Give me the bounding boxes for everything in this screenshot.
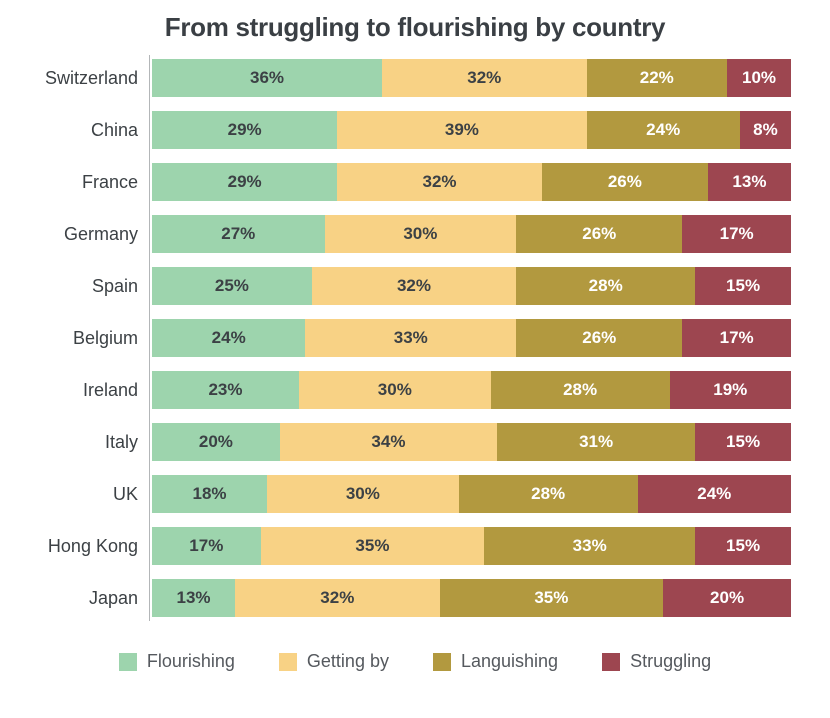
bar-segment-struggling: 8%: [739, 111, 791, 149]
legend-label: Getting by: [306, 651, 389, 671]
bar-stack: 29% 32% 26% 13%: [152, 163, 791, 201]
bar-segment-languishing: 28%: [458, 475, 638, 513]
chart-row: Hong Kong 17% 35% 33% 15%: [0, 520, 830, 572]
country-label: Spain: [91, 275, 138, 296]
country-label: Ireland: [82, 379, 138, 400]
bar-stack: 36% 32% 22% 10%: [152, 59, 791, 97]
bar-stack: 25% 32% 28% 15%: [152, 267, 791, 305]
bar-stack: 13% 32% 35% 20%: [152, 579, 791, 617]
bar-segment-languishing: 35%: [439, 579, 664, 617]
legend-label: Flourishing: [146, 651, 235, 671]
bar-stack: 18% 30% 28% 24%: [152, 475, 791, 513]
legend-label: Languishing: [460, 651, 559, 671]
bar-segment-flourishing: 25%: [152, 267, 312, 305]
bar-segment-getting-by: 30%: [298, 371, 491, 409]
bar-segment-struggling: 24%: [637, 475, 791, 513]
bar-segment-flourishing: 29%: [152, 163, 338, 201]
bar-stack: 23% 30% 28% 19%: [152, 371, 791, 409]
bar-segment-languishing: 28%: [516, 267, 696, 305]
bar-segment-getting-by: 32%: [311, 267, 517, 305]
chart-row: Belgium 24% 33% 26% 17%: [0, 312, 830, 364]
legend-swatch-icon: [602, 652, 621, 671]
plot-rows: Switzerland 36% 32% 22% 10% China 29% 39% 24% 8% F…: [0, 52, 830, 624]
bar-segment-languishing: 31%: [497, 423, 696, 461]
bar-segment-getting-by: 30%: [267, 475, 459, 513]
country-label: China: [90, 119, 138, 140]
legend-item-getting-by: Getting by: [278, 651, 389, 672]
legend-item-struggling: Struggling: [602, 651, 711, 672]
bar-segment-getting-by: 32%: [382, 59, 587, 97]
y-axis-line: [149, 55, 150, 621]
chart-row: Japan 13% 32% 35% 20%: [0, 572, 830, 624]
bar-stack: 20% 34% 31% 15%: [152, 423, 791, 461]
bar-stack: 27% 30% 26% 17%: [152, 215, 791, 253]
chart-title: From struggling to flourishing by countr…: [164, 12, 666, 42]
bar-segment-languishing: 26%: [541, 163, 708, 201]
chart-row: UK 18% 30% 28% 24%: [0, 468, 830, 520]
bar-segment-flourishing: 17%: [152, 527, 261, 565]
bar-stack: 24% 33% 26% 17%: [152, 319, 791, 357]
plot-area: Switzerland 36% 32% 22% 10% China 29% 39% 24% 8% F…: [0, 52, 830, 624]
legend-swatch-icon: [432, 652, 451, 671]
bar-segment-struggling: 17%: [682, 215, 791, 253]
bar-segment-flourishing: 27%: [152, 215, 325, 253]
bar-segment-languishing: 26%: [516, 319, 683, 357]
chart-row: France 29% 32% 26% 13%: [0, 156, 830, 208]
bar-segment-struggling: 13%: [707, 163, 791, 201]
bar-segment-struggling: 17%: [682, 319, 791, 357]
country-label: Switzerland: [44, 67, 138, 88]
country-label: Italy: [104, 431, 138, 452]
bar-segment-flourishing: 23%: [152, 371, 299, 409]
bar-segment-flourishing: 36%: [152, 59, 383, 97]
country-label: Japan: [88, 587, 138, 608]
bar-stack: 29% 39% 24% 8%: [152, 111, 791, 149]
country-label: UK: [112, 483, 138, 504]
bar-segment-flourishing: 24%: [152, 319, 306, 357]
country-label: Hong Kong: [47, 535, 138, 556]
chart-row: Germany 27% 30% 26% 17%: [0, 208, 830, 260]
bar-segment-languishing: 26%: [516, 215, 683, 253]
legend-label: Struggling: [630, 651, 712, 671]
bar-segment-struggling: 15%: [695, 267, 791, 305]
bar-segment-languishing: 24%: [586, 111, 740, 149]
bar-stack: 17% 35% 33% 15%: [152, 527, 791, 565]
bar-segment-getting-by: 30%: [324, 215, 517, 253]
bar-segment-struggling: 10%: [727, 59, 791, 97]
bar-segment-struggling: 15%: [695, 527, 791, 565]
chart-row: Ireland 23% 30% 28% 19%: [0, 364, 830, 416]
bar-segment-getting-by: 32%: [235, 579, 440, 617]
bar-segment-getting-by: 34%: [279, 423, 498, 461]
country-label: France: [81, 171, 138, 192]
legend-item-flourishing: Flourishing: [118, 651, 235, 672]
bar-segment-getting-by: 32%: [337, 163, 542, 201]
bar-segment-getting-by: 39%: [337, 111, 587, 149]
chart-row: Spain 25% 32% 28% 15%: [0, 260, 830, 312]
chart-row: China 29% 39% 24% 8%: [0, 104, 830, 156]
country-label: Belgium: [72, 327, 138, 348]
bar-segment-languishing: 33%: [484, 527, 696, 565]
bar-segment-languishing: 22%: [586, 59, 728, 97]
bar-segment-flourishing: 13%: [152, 579, 236, 617]
legend-item-languishing: Languishing: [432, 651, 559, 672]
bar-segment-getting-by: 35%: [260, 527, 485, 565]
bar-segment-flourishing: 20%: [152, 423, 280, 461]
legend-swatch-icon: [278, 652, 297, 671]
legend-swatch-icon: [118, 652, 137, 671]
bar-segment-flourishing: 29%: [152, 111, 338, 149]
chart-row: Switzerland 36% 32% 22% 10%: [0, 52, 830, 104]
bar-segment-getting-by: 33%: [305, 319, 517, 357]
bar-segment-struggling: 19%: [669, 371, 791, 409]
country-label: Germany: [63, 223, 138, 244]
bar-segment-languishing: 28%: [490, 371, 670, 409]
bar-segment-struggling: 15%: [695, 423, 791, 461]
legend: Flourishing Getting by Languishing Struggli…: [0, 651, 830, 672]
bar-segment-flourishing: 18%: [152, 475, 268, 513]
chart-row: Italy 20% 34% 31% 15%: [0, 416, 830, 468]
bar-segment-struggling: 20%: [663, 579, 791, 617]
